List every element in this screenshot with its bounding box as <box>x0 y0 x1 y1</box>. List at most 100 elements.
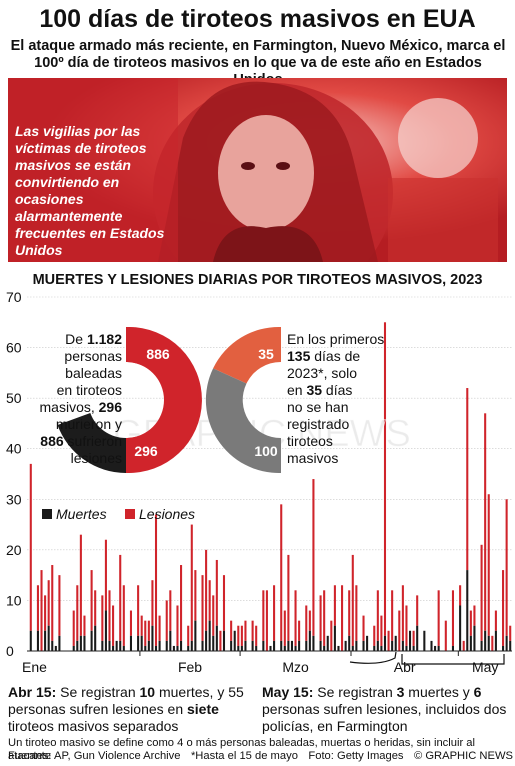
bar-injuries <box>83 615 86 636</box>
bar-deaths <box>140 635 143 651</box>
bar-injuries <box>244 620 247 641</box>
svg-text:no se han: no se han <box>287 399 349 415</box>
footer-photo-credit: Foto: Getty Images <box>308 750 404 762</box>
bar-injuries <box>76 585 79 641</box>
svg-text:masivos: masivos <box>287 450 338 466</box>
bar-injuries <box>104 539 107 611</box>
donut-right-text: En los primeros 135 días de 2023*, solo … <box>287 331 384 466</box>
bar-deaths <box>47 625 50 651</box>
bar-injuries <box>383 322 387 636</box>
bar-injuries <box>319 595 322 641</box>
donut-left-text: De 1.182 personas baleadas en tiroteos m… <box>40 331 123 466</box>
bar-injuries <box>308 610 311 631</box>
y-tick-label: 50 <box>6 390 22 406</box>
bar-deaths <box>373 645 376 651</box>
bar-injuries <box>180 565 183 641</box>
donut-days-without-value: 35 <box>258 346 274 362</box>
axes <box>27 650 512 656</box>
bar-deaths <box>487 635 490 651</box>
bar-deaths <box>298 640 301 651</box>
bar-injuries <box>169 590 172 631</box>
bar-deaths <box>337 645 340 651</box>
bar-injuries <box>444 620 447 651</box>
bar-deaths <box>147 640 150 651</box>
bar-injuries <box>58 575 61 636</box>
bar-deaths <box>376 640 379 651</box>
bar-injuries <box>373 625 376 646</box>
bar-injuries <box>158 615 161 641</box>
bar-deaths <box>412 645 415 651</box>
bar-injuries <box>312 479 315 636</box>
bar-deaths <box>83 635 86 651</box>
svg-text:registrado: registrado <box>287 416 349 432</box>
bar-deaths <box>290 640 294 651</box>
bar-injuries <box>154 514 158 646</box>
donut-injuries-mid <box>126 400 199 473</box>
svg-text:En los primeros: En los primeros <box>287 331 384 347</box>
bar-injuries <box>194 570 197 621</box>
bar-injuries <box>265 590 268 651</box>
bar-deaths <box>176 645 179 651</box>
bar-injuries <box>502 570 505 646</box>
bar-deaths <box>76 640 79 651</box>
svg-text:baleadas: baleadas <box>65 365 122 381</box>
bar-injuries <box>509 625 512 641</box>
bar-injuries <box>333 585 336 626</box>
bar-deaths <box>108 640 111 651</box>
bar-injuries <box>355 585 358 641</box>
bar-deaths <box>273 640 276 651</box>
bar-injuries <box>44 595 47 631</box>
bar-deaths <box>151 625 154 651</box>
footer-sources: Fuentes: AP, Gun Violence Archive <box>8 750 181 762</box>
bar-deaths <box>212 635 215 651</box>
bar-injuries <box>147 620 150 641</box>
bar-injuries <box>240 625 243 646</box>
bar-deaths <box>222 630 226 651</box>
bar-deaths <box>94 625 97 651</box>
bar-injuries <box>305 605 308 641</box>
bar-injuries <box>391 590 394 641</box>
month-label: Feb <box>178 659 202 675</box>
bar-injuries <box>230 620 233 641</box>
bar-deaths <box>287 640 290 651</box>
bar-deaths <box>194 620 197 651</box>
svg-text:tiroteos: tiroteos <box>287 433 333 449</box>
bar-injuries <box>341 585 344 651</box>
note-may-15: May 15: Se registran 3 muertes y 6 perso… <box>262 684 507 734</box>
bar-deaths <box>459 605 462 651</box>
bar-deaths <box>230 640 233 651</box>
bar-deaths <box>280 640 283 651</box>
bar-injuries <box>112 605 115 646</box>
bar-deaths <box>237 645 240 651</box>
y-tick-label: 10 <box>6 592 22 608</box>
bar-injuries <box>51 565 54 641</box>
bar-deaths <box>308 630 311 651</box>
bar-deaths <box>54 645 57 651</box>
donut-deaths-segment <box>57 413 126 473</box>
bar-injuries <box>401 585 404 641</box>
bar-deaths <box>283 645 286 651</box>
bar-injuries <box>90 570 93 631</box>
bar-deaths <box>233 630 236 651</box>
bar-injuries <box>201 575 204 641</box>
bar-deaths <box>101 640 104 651</box>
bar-injuries <box>40 570 43 651</box>
bar-injuries <box>287 554 290 641</box>
bar-injuries <box>459 585 462 606</box>
bar-injuries <box>387 630 390 651</box>
bar-injuries <box>190 524 193 641</box>
y-tick-label: 0 <box>6 643 14 659</box>
bar-injuries <box>412 630 415 646</box>
bar-deaths <box>44 630 47 651</box>
bar-injuries <box>491 635 494 651</box>
bar-deaths <box>505 635 508 651</box>
month-label: Ene <box>22 659 47 675</box>
svg-text:2023*, solo: 2023*, solo <box>287 365 357 381</box>
bar-injuries <box>451 590 455 646</box>
bar-injuries <box>505 499 508 636</box>
donut-days-with-segment <box>205 368 281 474</box>
bar-deaths <box>383 635 387 651</box>
bar-deaths <box>351 645 354 651</box>
bar-deaths <box>115 640 118 651</box>
